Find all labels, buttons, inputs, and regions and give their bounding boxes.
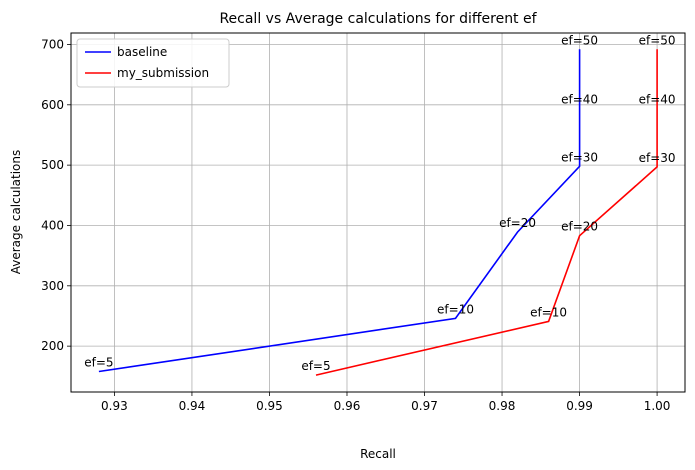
- point-label: ef=40: [639, 92, 676, 106]
- point-label: ef=20: [499, 216, 536, 230]
- x-tick-label: 0.96: [334, 399, 361, 413]
- point-label: ef=40: [561, 92, 598, 106]
- x-tick-label: 0.99: [566, 399, 593, 413]
- y-tick-label: 500: [41, 158, 64, 172]
- axis-ticks: 0.93 0.94 0.95 0.96 0.97 0.98 0.99 1.00 200 300 40…: [41, 37, 670, 413]
- legend-label: my_submission: [117, 66, 209, 80]
- x-tick-label: 0.97: [411, 399, 438, 413]
- x-tick-label: 1.00: [644, 399, 671, 413]
- chart-title: Recall vs Average calculations for diffe…: [219, 11, 537, 27]
- legend: baseline my_submission: [76, 38, 230, 88]
- x-tick-label: 0.98: [489, 399, 516, 413]
- x-axis-label: Recall: [360, 447, 396, 461]
- legend-label: baseline: [117, 45, 167, 59]
- point-label: ef=5: [301, 359, 330, 373]
- point-label: ef=50: [561, 33, 598, 47]
- point-label: ef=10: [437, 302, 474, 316]
- x-tick-label: 0.94: [179, 399, 206, 413]
- y-tick-label: 200: [41, 339, 64, 353]
- y-axis-label: Average calculations: [9, 150, 23, 275]
- series-line-my_submission: [315, 49, 658, 376]
- point-label: ef=20: [561, 220, 598, 234]
- y-tick-label: 300: [41, 279, 64, 293]
- y-tick-label: 700: [41, 37, 64, 51]
- series-line-baseline: [98, 49, 581, 373]
- point-labels: ef=5 ef=10 ef=20 ef=30 ef=40 ef=50 ef=5 ef=10 ef…: [84, 33, 675, 373]
- x-tick-label: 0.93: [101, 399, 128, 413]
- point-label: ef=5: [84, 355, 113, 369]
- y-tick-label: 400: [41, 218, 64, 232]
- point-label: ef=10: [530, 305, 567, 319]
- legend-box: [76, 38, 230, 88]
- point-label: ef=30: [639, 151, 676, 165]
- point-label: ef=50: [639, 33, 676, 47]
- plot-frame: [70, 32, 686, 393]
- point-label: ef=30: [561, 150, 598, 164]
- series-lines: [98, 49, 658, 376]
- x-tick-label: 0.95: [256, 399, 283, 413]
- y-tick-label: 600: [41, 98, 64, 112]
